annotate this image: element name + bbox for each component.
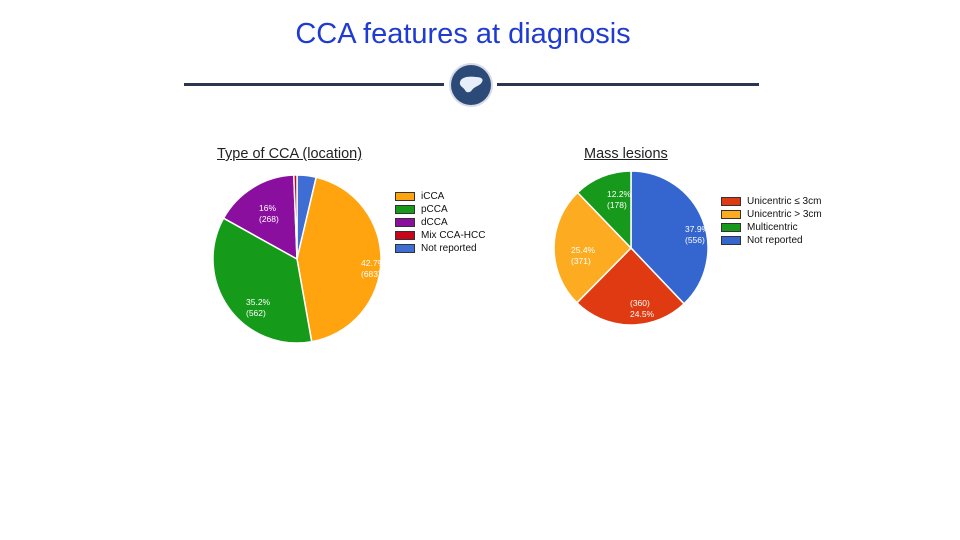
pie-slice-multicentric bbox=[576, 170, 632, 250]
legend-cca-type: iCCA pCCA dCCA Mix CCA-HCC Not reported bbox=[395, 190, 485, 255]
legend-item-multicentric: Multicentric bbox=[721, 221, 822, 234]
legend-item-unicentric-3cm: Unicentric > 3cm bbox=[721, 208, 822, 221]
legend-item-unicentric-3cm: Unicentric ≤ 3cm bbox=[721, 195, 822, 208]
legend-label: Unicentric > 3cm bbox=[747, 209, 822, 220]
data-label-not-reported: 37.9% (556) bbox=[685, 224, 710, 245]
legend-swatch bbox=[721, 236, 741, 245]
legend-swatch bbox=[395, 205, 415, 214]
legend-label: Mix CCA-HCC bbox=[421, 230, 486, 241]
data-label-unicentric-3cm: (360) 24.5% bbox=[630, 298, 655, 319]
chart-title-cca-type: Type of CCA (location) bbox=[217, 146, 363, 162]
legend-item-dcca: dCCA bbox=[395, 216, 485, 229]
data-label-dcca: 16% (268) bbox=[259, 203, 279, 224]
data-label-pcca: 35.2% (562) bbox=[246, 297, 271, 318]
legend-label: pCCA bbox=[421, 204, 448, 215]
page-title: CCA features at diagnosis bbox=[295, 18, 631, 50]
legend-label: Unicentric ≤ 3cm bbox=[747, 196, 822, 207]
legend-item-not-reported: Not reported bbox=[721, 234, 822, 247]
legend-swatch bbox=[395, 218, 415, 227]
pie-slice-not-reported bbox=[630, 170, 709, 305]
legend-mass-lesions: Unicentric ≤ 3cm Unicentric > 3cm Multicen… bbox=[721, 195, 822, 247]
legend-swatch bbox=[721, 197, 741, 206]
title-divider-right bbox=[497, 83, 759, 86]
pie-slice-mix-cca-hcc bbox=[292, 174, 298, 260]
title-divider-left bbox=[184, 83, 444, 86]
legend-label: Not reported bbox=[421, 243, 477, 254]
legend-label: Not reported bbox=[747, 235, 803, 246]
legend-swatch bbox=[395, 231, 415, 240]
chart-title-mass-lesions: Mass lesions bbox=[584, 146, 668, 162]
data-label-multicentric: 12.2% (178) bbox=[607, 189, 632, 210]
data-label-icca: 42.7% (683) bbox=[361, 258, 386, 279]
legend-swatch bbox=[395, 244, 415, 253]
legend-item-not-reported: Not reported bbox=[395, 242, 485, 255]
pie-slice-pcca bbox=[212, 217, 313, 344]
legend-swatch bbox=[395, 192, 415, 201]
legend-label: dCCA bbox=[421, 217, 448, 228]
pie-slice-unicentric-3cm bbox=[575, 246, 686, 326]
liver-icon bbox=[451, 65, 491, 105]
legend-label: iCCA bbox=[421, 191, 445, 202]
legend-swatch bbox=[721, 210, 741, 219]
legend-swatch bbox=[721, 223, 741, 232]
legend-item-pcca: pCCA bbox=[395, 203, 485, 216]
legend-item-mix-cca-hcc: Mix CCA-HCC bbox=[395, 229, 485, 242]
pie-slice-unicentric-3cm bbox=[553, 191, 633, 304]
pie-slice-icca bbox=[296, 176, 382, 343]
data-label-unicentric-3cm: 25.4% (371) bbox=[571, 245, 596, 266]
pie-slice-dcca bbox=[222, 174, 298, 261]
legend-item-icca: iCCA bbox=[395, 190, 485, 203]
legend-label: Multicentric bbox=[747, 222, 798, 233]
